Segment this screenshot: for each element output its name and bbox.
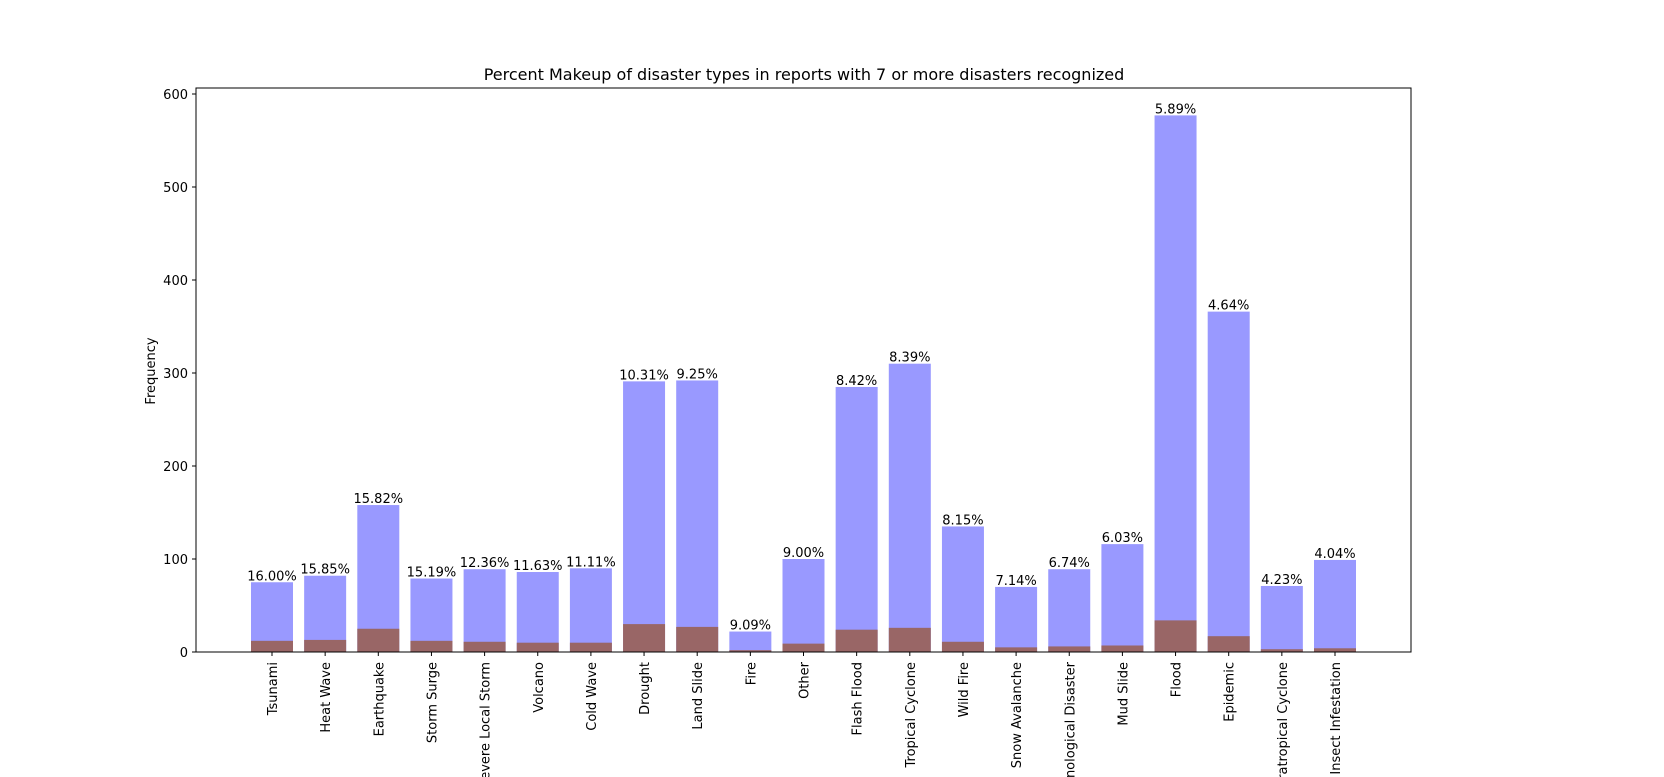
value-label: 15.19% (407, 566, 457, 581)
x-tick-label: Land Slide (691, 662, 706, 730)
bar (410, 640, 453, 652)
value-label: 10.31% (619, 368, 669, 383)
x-tick-label: Volcano (532, 662, 547, 713)
value-label: 11.11% (566, 555, 616, 570)
y-tick-label: 300 (163, 367, 188, 382)
bar (304, 575, 347, 652)
bar (1314, 559, 1356, 652)
bar (569, 642, 612, 652)
bar (1260, 585, 1303, 652)
bar (888, 363, 931, 652)
bar (1207, 311, 1250, 652)
value-label: 5.89% (1155, 102, 1196, 117)
x-tick-label: Flood (1170, 662, 1185, 697)
value-label: 8.15% (942, 513, 983, 528)
bar (888, 627, 931, 652)
value-label: 15.85% (300, 563, 350, 578)
bar (357, 505, 400, 652)
value-label: 8.42% (836, 374, 877, 389)
bar (782, 643, 825, 652)
value-label: 11.63% (513, 559, 563, 574)
value-label: 6.03% (1102, 531, 1143, 546)
bar (251, 582, 293, 652)
plot-frame (195, 87, 1412, 653)
x-tick-label: Flash Flood (851, 662, 866, 735)
x-tick-label: Tropical Cyclone (904, 662, 919, 769)
value-label: 4.23% (1261, 573, 1302, 588)
y-tick-label: 100 (163, 553, 188, 568)
bar (463, 569, 506, 652)
value-label: 16.00% (247, 569, 297, 584)
x-tick-label: Cold Wave (585, 662, 600, 731)
x-tick-label: Fire (744, 662, 759, 685)
x-tick-label: Insect Infestation (1329, 662, 1344, 775)
value-label: 4.04% (1314, 547, 1355, 562)
bar (623, 624, 666, 652)
bar (516, 642, 559, 652)
bar (1207, 636, 1250, 652)
x-tick-label: Heat Wave (319, 662, 334, 733)
bar (1048, 646, 1091, 652)
value-label: 9.25% (677, 367, 718, 382)
bar (410, 578, 453, 652)
chart-title: Percent Makeup of disaster types in repo… (484, 65, 1125, 84)
bar (516, 572, 559, 652)
bar (569, 568, 612, 652)
bar (676, 626, 719, 652)
bar (1101, 645, 1144, 652)
x-tick-label: Epidemic (1223, 662, 1238, 722)
bar (782, 559, 825, 652)
x-tick-label: Wild Fire (957, 662, 972, 717)
value-label: 9.00% (783, 546, 824, 561)
bar (1154, 115, 1197, 652)
bar (357, 628, 400, 652)
bar (676, 380, 719, 652)
x-tick-label: Tsunami (266, 662, 281, 716)
x-tick-label: Earthquake (372, 662, 387, 736)
value-label: 7.14% (995, 574, 1036, 589)
value-label: 9.09% (730, 619, 771, 634)
y-tick-label: 0 (180, 646, 188, 661)
bar (995, 647, 1038, 652)
y-tick-label: 500 (163, 181, 188, 196)
bar (835, 629, 878, 652)
bar (729, 631, 772, 652)
y-tick-label: 200 (163, 460, 188, 475)
value-label: 12.36% (460, 556, 510, 571)
x-tick-label: Severe Local Storm (479, 662, 494, 777)
bar (1314, 648, 1356, 652)
x-tick-label: Storm Surge (425, 662, 440, 743)
bar (251, 640, 293, 652)
bar (729, 650, 772, 652)
bar (1154, 620, 1197, 652)
y-tick-label: 600 (163, 88, 188, 103)
x-tick-label: Other (798, 661, 813, 699)
value-label: 6.74% (1049, 556, 1090, 571)
x-tick-label: Drought (638, 662, 653, 715)
bar (941, 641, 984, 652)
bar (1101, 544, 1144, 652)
bar (995, 586, 1038, 652)
bar (623, 381, 666, 652)
bar (835, 386, 878, 652)
x-tick-label: Mud Slide (1116, 662, 1131, 726)
y-axis-label: Frequency (144, 337, 159, 404)
bar (941, 526, 984, 652)
y-tick-label: 400 (163, 274, 188, 289)
bar (1260, 649, 1303, 652)
bar (304, 639, 347, 652)
value-label: 8.39% (889, 351, 930, 366)
value-label: 15.82% (354, 492, 404, 507)
x-tick-label: Extratropical Cyclone (1276, 662, 1291, 777)
bar (463, 641, 506, 652)
bar (1048, 569, 1091, 652)
value-label: 4.64% (1208, 299, 1249, 314)
x-tick-label: Snow Avalanche (1010, 662, 1025, 768)
x-tick-label: Technological Disaster (1063, 661, 1078, 777)
